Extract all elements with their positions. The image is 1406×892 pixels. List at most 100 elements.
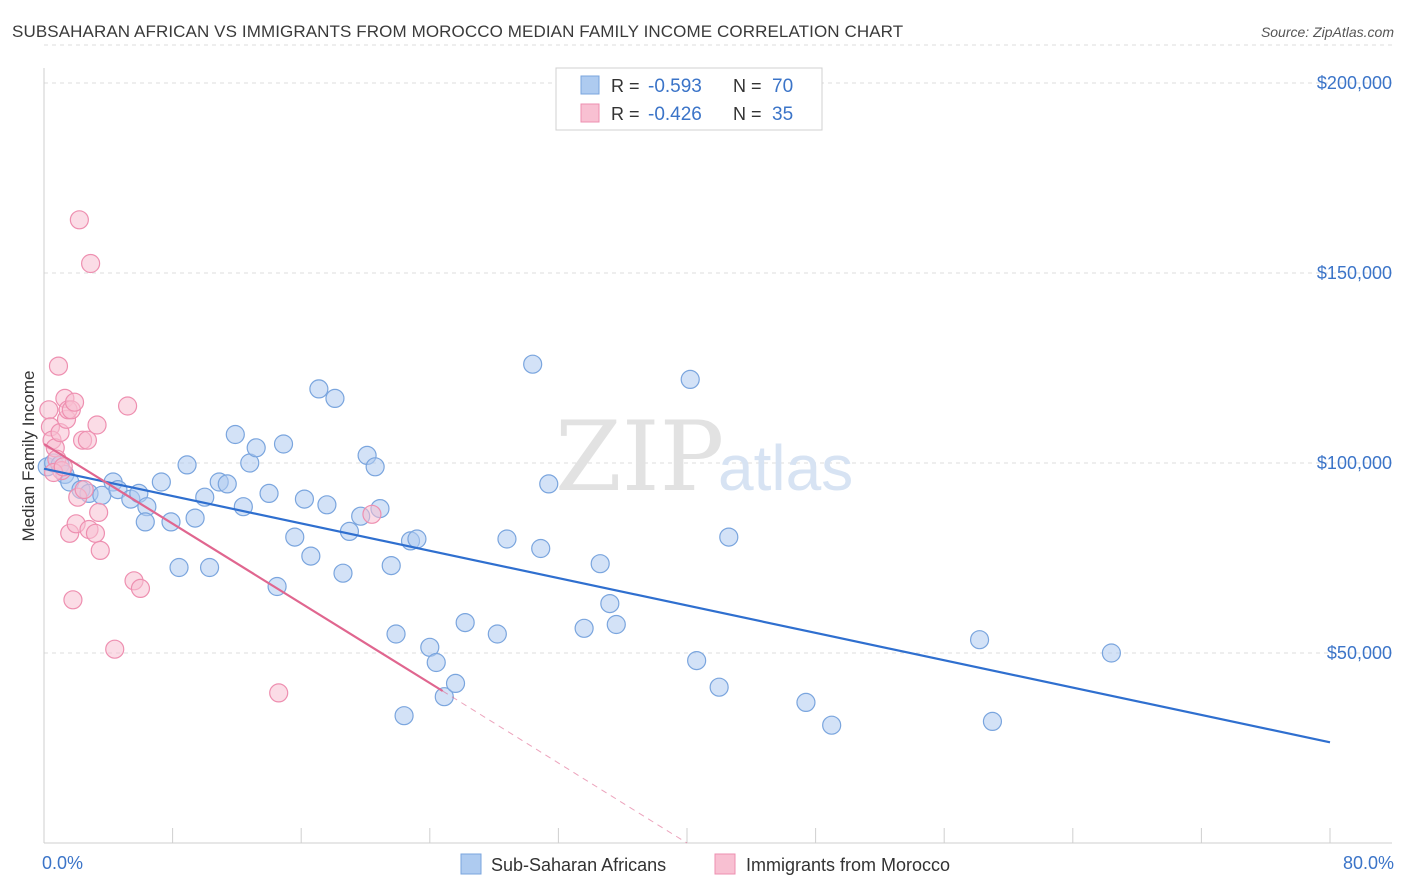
morocco-point: [89, 502, 109, 523]
sub-saharan-point: [394, 706, 414, 726]
watermark-zip: ZIP: [555, 401, 724, 513]
sub-saharan-point: [531, 538, 551, 559]
morocco-point: [362, 504, 382, 524]
sub-saharan-point: [381, 555, 401, 576]
morocco-point: [39, 400, 59, 420]
y-tick-label: $200,000: [1317, 73, 1392, 93]
axes: [43, 68, 1392, 844]
sub-saharan-point: [455, 612, 475, 633]
sub-saharan-point: [434, 687, 454, 707]
stats-legend-r-label: R =: [611, 104, 640, 124]
trend-lines: [43, 443, 1331, 844]
sub-saharan-point: [365, 457, 385, 477]
sub-saharan-point: [487, 624, 507, 644]
morocco-point: [63, 590, 83, 610]
sub-saharan-point: [982, 711, 1003, 732]
sub-saharan-point: [309, 379, 329, 399]
sub-saharan-point: [600, 593, 620, 614]
morocco-trend-extension: [442, 690, 688, 844]
stats-legend-swatch-pink: [580, 103, 600, 123]
sub-saharan-point: [523, 354, 543, 374]
sub-saharan-point: [294, 489, 315, 509]
stats-legend-n-label: N =: [733, 104, 762, 124]
legend-swatch-sub-saharan: [460, 853, 482, 875]
morocco-point: [74, 480, 94, 500]
watermark: ZIP atlas: [555, 401, 853, 513]
sub-saharan-point: [177, 455, 197, 475]
bottom-legend: Sub-Saharan Africans Immigrants from Mor…: [460, 853, 950, 875]
sub-saharan-point: [407, 529, 427, 549]
sub-saharan-point: [719, 527, 739, 547]
legend-label-sub-saharan: Sub-Saharan Africans: [491, 855, 666, 875]
sub-saharan-point: [333, 563, 353, 583]
sub-saharan-point: [185, 508, 205, 528]
stats-legend-r-value: -0.593: [648, 76, 702, 97]
sub-saharan-point: [246, 438, 266, 458]
sub-saharan-point: [497, 529, 517, 549]
stats-legend-n-value: 70: [772, 76, 793, 97]
gridlines: [44, 44, 1392, 654]
x-tick-labels: 0.0% 80.0%: [42, 853, 1394, 873]
sub-saharan-point: [317, 495, 337, 515]
sub-saharan-point: [285, 527, 305, 547]
sub-saharan-point: [225, 424, 245, 445]
stats-legend-r-label: R =: [611, 76, 640, 96]
sub-saharan-point: [169, 557, 189, 578]
sub-saharan-point: [445, 673, 466, 694]
sub-saharan-point: [199, 557, 220, 578]
sub-saharan-point: [273, 434, 294, 454]
sub-saharan-point: [709, 677, 729, 697]
sub-saharan-point: [325, 388, 345, 408]
morocco-point: [77, 430, 98, 450]
sub-saharan-point: [1101, 643, 1121, 663]
sub-saharan-point: [259, 483, 279, 503]
morocco-trend-line: [43, 443, 444, 692]
legend-swatch-morocco: [714, 853, 736, 875]
x-tick-label: 0.0%: [42, 853, 83, 873]
sub-saharan-point: [796, 692, 816, 713]
sub-saharan-point: [135, 512, 155, 532]
y-tick-label: $150,000: [1317, 263, 1392, 283]
sub-saharan-point: [151, 472, 171, 492]
source-credit: Source: ZipAtlas.com: [1260, 24, 1394, 40]
sub-saharan-point: [217, 474, 237, 494]
morocco-point: [69, 210, 89, 230]
stats-legend: R = -0.593 N = 70 R = -0.426 N = 35: [555, 67, 823, 131]
stats-legend-n-label: N =: [733, 76, 762, 96]
sub-saharan-point: [386, 624, 406, 644]
morocco-point: [105, 639, 125, 659]
sub-saharan-point: [590, 554, 610, 574]
morocco-point: [87, 415, 107, 435]
morocco-point: [90, 540, 110, 561]
morocco-point: [117, 396, 138, 416]
sub-saharan-point: [606, 614, 626, 635]
sub-saharan-point: [687, 650, 707, 671]
x-tick-label: 80.0%: [1343, 853, 1394, 873]
y-axis-title: Median Family Income: [19, 370, 38, 541]
sub-saharan-point: [301, 546, 321, 566]
y-tick-labels: $50,000 $100,000 $150,000 $200,000: [1317, 73, 1392, 663]
stats-legend-swatch-blue: [580, 75, 600, 95]
y-tick-label: $50,000: [1327, 643, 1392, 663]
stats-legend-r-value: -0.426: [648, 104, 702, 125]
sub-saharan-point: [822, 715, 842, 735]
legend-label-morocco: Immigrants from Morocco: [746, 855, 950, 875]
y-tick-label: $100,000: [1317, 453, 1392, 473]
stats-legend-n-value: 35: [772, 104, 793, 125]
morocco-point: [48, 356, 69, 376]
sub-saharan-point: [426, 652, 446, 673]
morocco-point: [130, 578, 151, 599]
morocco-point: [269, 683, 289, 703]
sub-saharan-point: [680, 369, 700, 389]
sub-saharan-point: [969, 630, 990, 650]
sub-saharan-point: [539, 474, 559, 494]
morocco-point: [81, 253, 101, 274]
stats-legend-box: [555, 67, 823, 131]
series-morocco-points: [39, 210, 382, 703]
morocco-point: [64, 392, 85, 412]
sub-saharan-trend-line: [43, 467, 1331, 744]
sub-saharan-point: [574, 618, 594, 638]
chart-title: SUBSAHARAN AFRICAN VS IMMIGRANTS FROM MO…: [12, 22, 904, 41]
watermark-atlas: atlas: [718, 432, 853, 504]
